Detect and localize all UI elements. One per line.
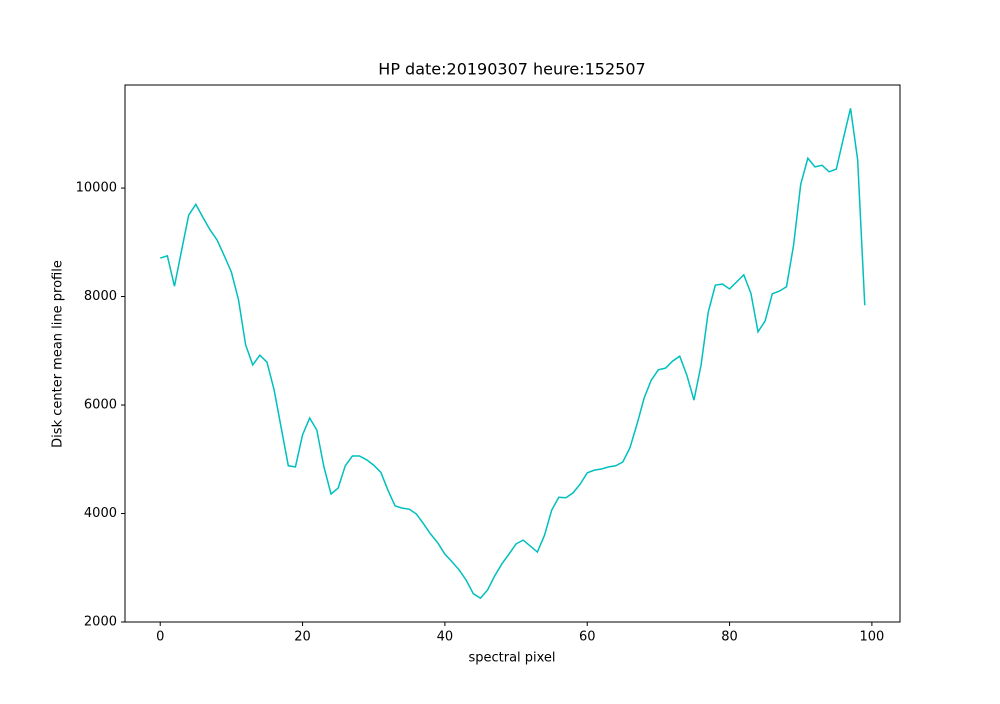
y-tick-label: 4000 xyxy=(84,506,117,521)
y-tick-label: 6000 xyxy=(84,398,117,413)
x-tick-label: 100 xyxy=(859,630,884,645)
x-tick-label: 0 xyxy=(156,630,164,645)
x-tick-label: 40 xyxy=(437,630,454,645)
y-tick-label: 8000 xyxy=(84,289,117,304)
x-tick-label: 20 xyxy=(294,630,311,645)
y-tick-label: 10000 xyxy=(76,181,117,196)
chart-title: HP date:20190307 heure:152507 xyxy=(378,60,645,79)
x-axis-label: spectral pixel xyxy=(468,651,555,666)
x-tick-label: 80 xyxy=(721,630,738,645)
y-tick-label: 2000 xyxy=(84,615,117,630)
x-tick-label: 60 xyxy=(579,630,596,645)
data-line xyxy=(160,108,866,600)
y-axis-label: Disk center mean line profile xyxy=(51,260,66,448)
plot-frame xyxy=(124,84,901,623)
